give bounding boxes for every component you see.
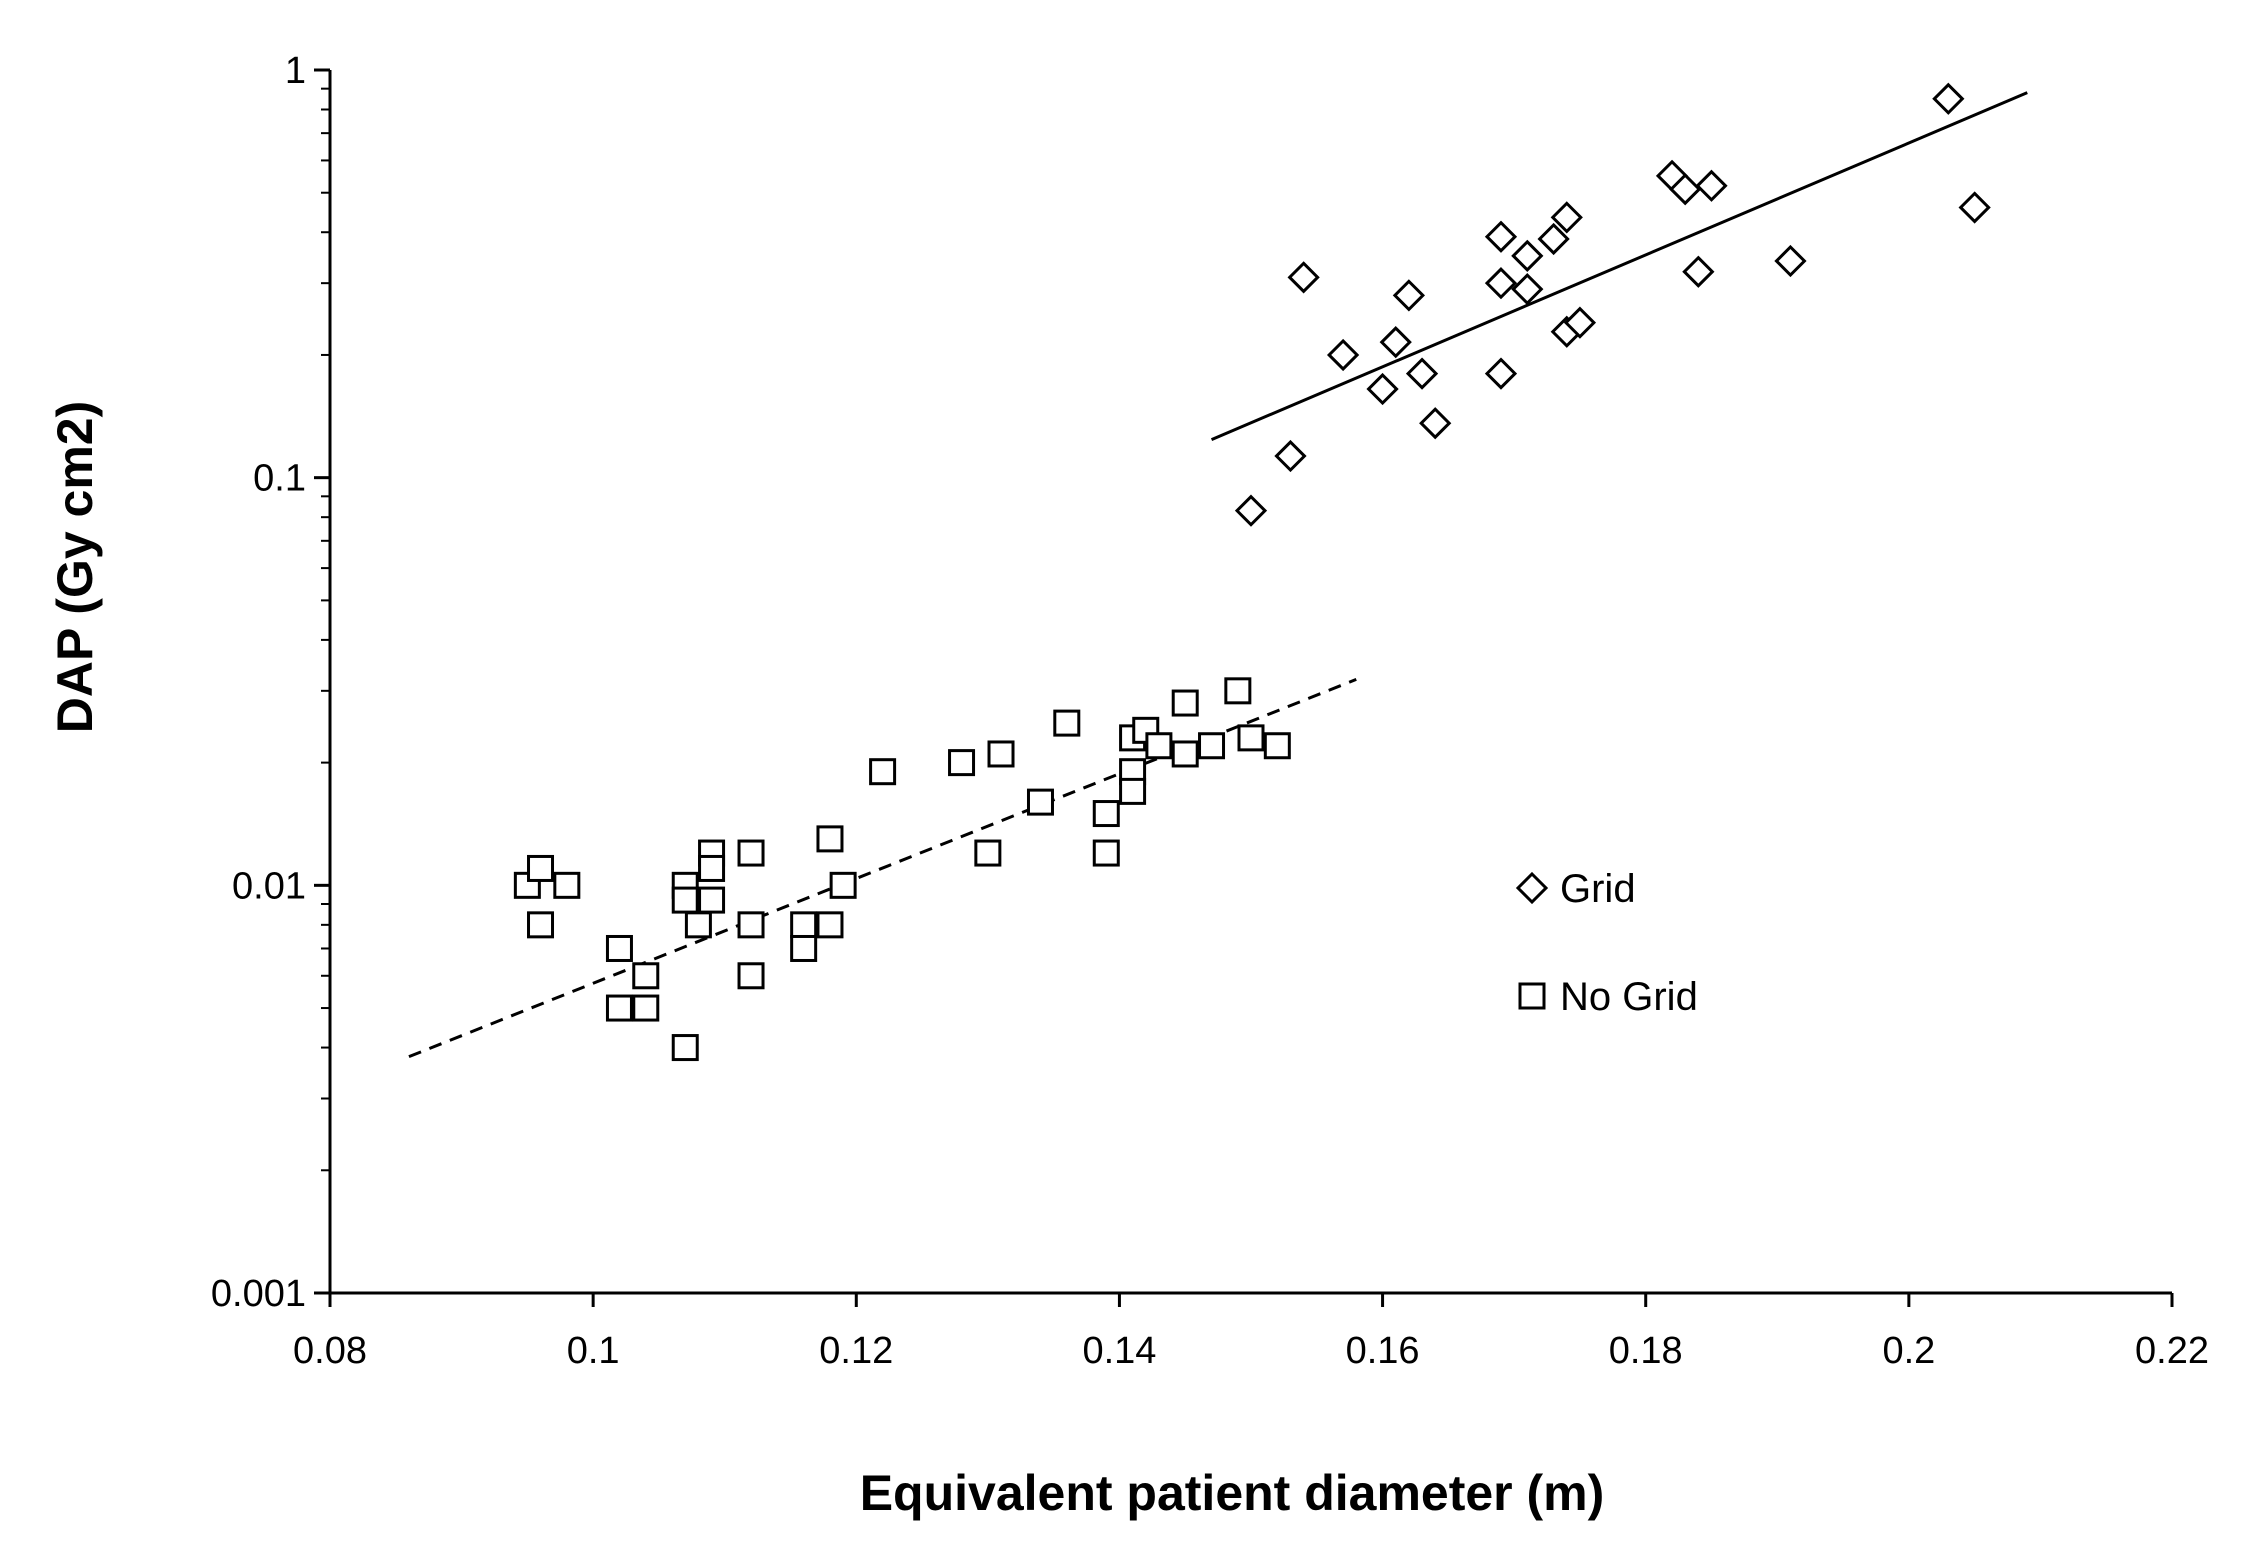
data-point bbox=[737, 962, 765, 990]
data-point bbox=[1053, 709, 1081, 737]
trendlines bbox=[408, 91, 2028, 1059]
data-point bbox=[869, 758, 897, 786]
x-tick-label: 0.18 bbox=[1609, 1330, 1683, 1372]
x-tick-label: 0.16 bbox=[1346, 1330, 1420, 1372]
data-point bbox=[737, 911, 765, 939]
data-point bbox=[605, 934, 633, 962]
data-point bbox=[1392, 279, 1426, 312]
data-point bbox=[1366, 372, 1399, 406]
y-tick-label: 0.1 bbox=[253, 458, 306, 500]
data-point bbox=[1484, 220, 1518, 253]
legend-label: No Grid bbox=[1560, 975, 1698, 1019]
trendline-no-grid bbox=[408, 678, 1357, 1059]
data-point bbox=[632, 962, 660, 990]
data-point bbox=[816, 911, 844, 939]
data-point bbox=[1171, 689, 1199, 717]
x-tick-label: 0.12 bbox=[819, 1330, 893, 1372]
legend-label: Grid bbox=[1560, 867, 1636, 911]
data-point bbox=[1326, 338, 1360, 372]
x-tick-label: 0.08 bbox=[293, 1330, 367, 1372]
data-point bbox=[527, 854, 555, 882]
data-point bbox=[698, 854, 726, 882]
data-point bbox=[1484, 267, 1518, 300]
data-point bbox=[1145, 732, 1173, 760]
data-point bbox=[1092, 839, 1120, 867]
data-point bbox=[1119, 777, 1147, 805]
x-tick-label: 0.22 bbox=[2135, 1330, 2209, 1372]
data-point bbox=[1563, 306, 1597, 339]
data-point bbox=[948, 749, 976, 777]
data-point bbox=[790, 934, 818, 962]
data-point bbox=[1237, 724, 1265, 752]
x-tick-label: 0.1 bbox=[567, 1330, 620, 1372]
data-point bbox=[671, 886, 699, 914]
data-point bbox=[1274, 439, 1307, 473]
data-point bbox=[1171, 740, 1199, 768]
data-point bbox=[1484, 357, 1518, 390]
y-tick-label: 1 bbox=[285, 50, 306, 92]
data-point bbox=[816, 825, 844, 853]
y-tick-label: 0.01 bbox=[232, 865, 306, 907]
trendline-grid bbox=[1210, 91, 2028, 441]
data-point bbox=[1669, 173, 1702, 206]
data-point bbox=[1224, 677, 1252, 705]
legend-marker bbox=[1515, 871, 1549, 905]
data-point bbox=[829, 871, 857, 899]
axes: 0.08 0.1 0.12 0.14 0.16 0.18 0.2 0.22 0.001 0.01 0… bbox=[211, 50, 2209, 1372]
x-tick-label: 0.14 bbox=[1082, 1330, 1156, 1372]
data-point bbox=[987, 740, 1015, 768]
data-point bbox=[1695, 169, 1728, 202]
x-tick-label: 0.2 bbox=[1882, 1330, 1935, 1372]
data-point bbox=[1092, 800, 1120, 828]
data-point bbox=[1198, 732, 1226, 760]
legend: Grid No Grid bbox=[1515, 867, 1698, 1019]
data-point bbox=[684, 911, 712, 939]
data-point bbox=[1537, 222, 1570, 256]
data-point bbox=[1682, 255, 1715, 288]
data-point bbox=[1379, 326, 1412, 359]
data-point bbox=[671, 1034, 699, 1062]
data-point bbox=[790, 911, 818, 939]
data-point bbox=[1550, 201, 1583, 234]
data-point bbox=[698, 886, 726, 914]
data-point bbox=[1234, 494, 1268, 527]
data-point bbox=[1511, 273, 1544, 306]
data-point bbox=[1958, 191, 1991, 224]
y-tick-label: 0.001 bbox=[211, 1273, 306, 1315]
data-point bbox=[1932, 82, 1965, 115]
series-grid bbox=[1234, 82, 1991, 527]
y-axis-title: DAP (Gy cm2) bbox=[47, 401, 103, 734]
data-point bbox=[1774, 244, 1807, 278]
data-point bbox=[1419, 407, 1452, 440]
data-points bbox=[513, 82, 1991, 1062]
data-point bbox=[1026, 788, 1054, 816]
series-no-grid bbox=[513, 677, 1291, 1062]
legend-marker bbox=[1518, 982, 1546, 1010]
data-point bbox=[632, 994, 660, 1022]
data-point bbox=[1287, 261, 1320, 294]
data-point bbox=[1263, 732, 1291, 760]
data-point bbox=[553, 871, 581, 899]
data-point bbox=[1405, 357, 1439, 390]
data-point bbox=[1511, 239, 1544, 272]
x-axis-title: Equivalent patient diameter (m) bbox=[860, 1465, 1605, 1521]
data-point bbox=[737, 839, 765, 867]
data-point bbox=[527, 911, 555, 939]
data-point bbox=[605, 994, 633, 1022]
data-point bbox=[974, 839, 1002, 867]
